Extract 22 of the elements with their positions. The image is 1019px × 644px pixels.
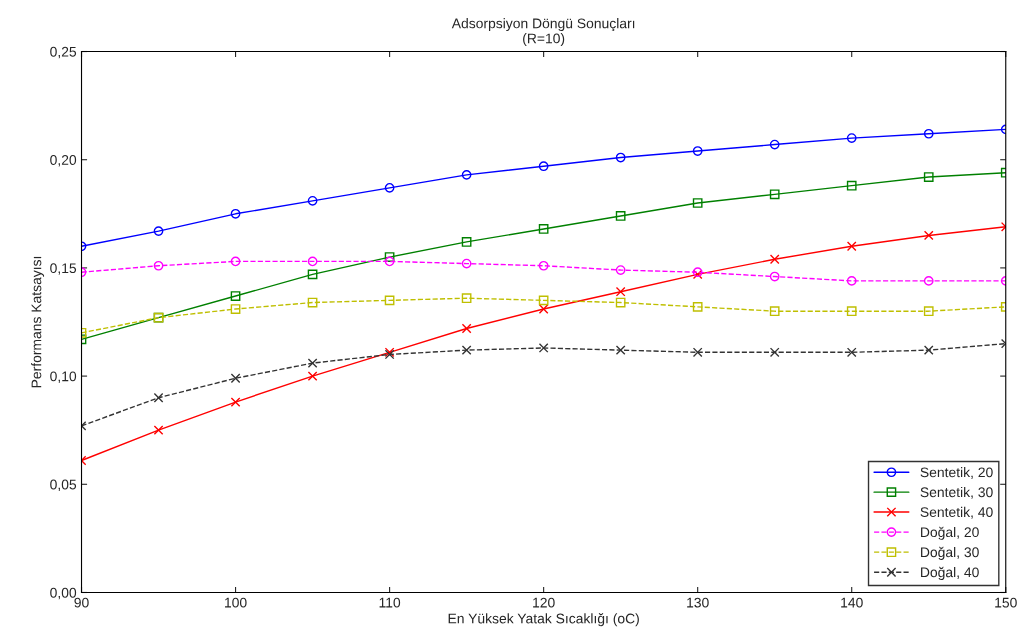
legend-label: Doğal, 30 — [921, 546, 979, 560]
x-tick-label: 130 — [687, 597, 709, 608]
y-tick-label: 0,25 — [50, 46, 77, 59]
legend-label: Doğal, 20 — [921, 526, 979, 540]
chart-subtitle: (R=10) — [523, 33, 565, 47]
y-axis-title: Performans Katsayısı — [31, 256, 45, 388]
x-tick-label: 100 — [225, 597, 247, 608]
legend-label: Sentetik, 20 — [920, 467, 993, 479]
x-axis-title: En Yüksek Yatak Sıcaklığı (oC) — [448, 613, 639, 627]
y-tick-label: 0,10 — [50, 371, 77, 383]
x-tick-label: 150 — [995, 597, 1017, 608]
y-tick-label: 0,15 — [50, 263, 77, 275]
x-tick-label: 120 — [533, 597, 555, 608]
y-tick-label: 0,20 — [50, 155, 77, 167]
legend-label: Sentetik, 40 — [920, 506, 993, 519]
chart-title: Adsorpsiyon Döngü Sonuçları — [451, 18, 635, 32]
x-tick-label: 110 — [379, 597, 401, 608]
y-tick-label: 0,05 — [50, 479, 77, 492]
x-tick-label: 90 — [74, 597, 89, 608]
legend-label: Doğal, 40 — [921, 566, 979, 580]
x-tick-label: 140 — [841, 597, 863, 608]
legend-label: Sentetik, 30 — [920, 486, 993, 499]
